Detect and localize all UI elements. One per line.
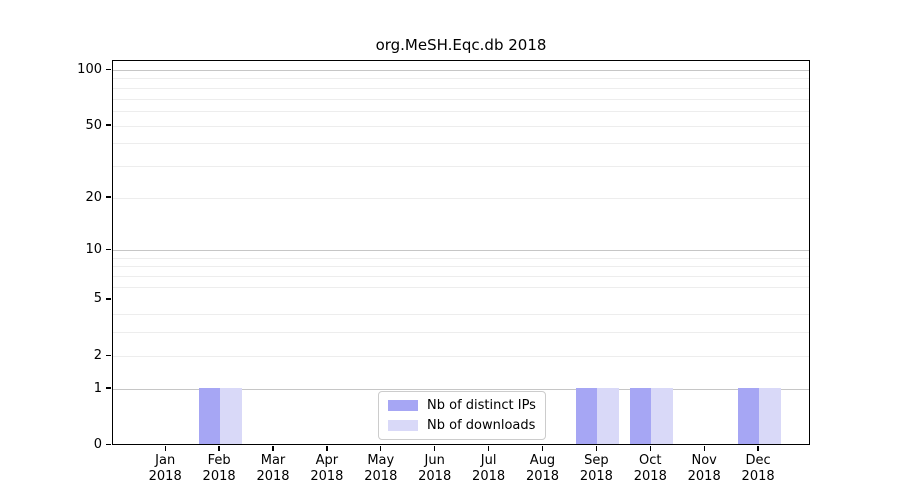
gridline-minor xyxy=(113,165,809,167)
gridline-minor xyxy=(113,87,809,89)
x-tick-mark xyxy=(757,446,759,451)
gridline-minor xyxy=(113,98,809,100)
legend: Nb of distinct IPs Nb of downloads xyxy=(378,391,546,440)
x-tick-year-label: 2018 xyxy=(418,468,452,484)
x-tick-mark xyxy=(434,446,436,451)
y-tick-label: 10 xyxy=(85,242,102,258)
legend-label-distinct-ips: Nb of distinct IPs xyxy=(427,398,536,413)
x-tick-mark xyxy=(487,446,490,451)
x-tick-label-apr: Apr 2018 xyxy=(297,453,357,485)
x-tick-mark xyxy=(164,446,166,451)
x-tick-mark xyxy=(218,446,220,451)
gridline-minor xyxy=(113,197,809,199)
y-tick-mark xyxy=(106,443,111,446)
x-tick-year-label: 2018 xyxy=(687,468,721,484)
gridline-minor xyxy=(113,125,809,127)
x-tick-label-sep: Sep 2018 xyxy=(566,453,626,485)
gridline-minor xyxy=(113,266,809,268)
x-tick-label-nov: Nov 2018 xyxy=(674,453,734,485)
x-tick-mark xyxy=(541,446,544,451)
y-tick-label: 5 xyxy=(93,291,102,307)
y-tick-mark xyxy=(106,196,111,198)
legend-swatch-distinct-ips xyxy=(388,400,418,411)
x-tick-label-jun: Jun 2018 xyxy=(405,453,465,485)
y-tick-label: 0 xyxy=(93,437,102,452)
y-tick-mark xyxy=(106,387,111,389)
x-tick-mark xyxy=(272,446,274,451)
gridline-minor xyxy=(113,286,809,288)
x-tick-year-label: 2018 xyxy=(741,468,775,484)
gridline-minor xyxy=(113,314,809,316)
x-tick-label-dec: Dec 2018 xyxy=(728,453,788,485)
y-tick-mark xyxy=(106,124,111,126)
legend-item-distinct-ips: Nb of distinct IPs xyxy=(388,398,536,413)
y-tick-mark xyxy=(106,298,111,300)
gridline-minor xyxy=(113,332,809,334)
gridline-major xyxy=(113,250,809,252)
bar-downloads-dec xyxy=(759,387,781,444)
x-tick-label-oct: Oct 2018 xyxy=(620,453,680,485)
y-tick-label: 50 xyxy=(85,117,102,133)
x-tick-mark xyxy=(649,446,651,451)
x-tick-label-mar: Mar 2018 xyxy=(243,453,303,485)
x-tick-label-aug: Aug 2018 xyxy=(513,453,573,485)
bar-distinct-ips-sep xyxy=(575,387,598,444)
legend-item-downloads: Nb of downloads xyxy=(388,418,536,433)
bar-downloads-oct xyxy=(651,387,673,444)
x-tick-year-label: 2018 xyxy=(472,468,506,484)
gridline-minor xyxy=(113,78,809,80)
x-tick-year-label: 2018 xyxy=(148,468,182,484)
x-tick-mark xyxy=(595,446,598,451)
gridline-minor xyxy=(113,276,809,278)
legend-label-downloads: Nb of downloads xyxy=(427,418,536,433)
x-tick-year-label: 2018 xyxy=(256,468,290,484)
x-tick-year-label: 2018 xyxy=(525,468,560,484)
gridline-minor xyxy=(113,257,809,259)
x-tick-label-feb: Feb 2018 xyxy=(189,453,249,485)
x-tick-mark xyxy=(703,446,705,451)
y-tick-label: 20 xyxy=(85,189,102,205)
y-tick-mark xyxy=(106,248,111,251)
gridline-major xyxy=(113,388,809,390)
bar-distinct-ips-oct xyxy=(629,387,652,444)
y-tick-label: 2 xyxy=(93,347,102,363)
y-tick-mark xyxy=(106,354,111,356)
bar-downloads-sep xyxy=(597,387,619,444)
gridline-minor xyxy=(113,143,809,145)
y-tick-label: 1 xyxy=(93,380,102,396)
x-tick-year-label: 2018 xyxy=(310,468,344,484)
x-tick-year-label: 2018 xyxy=(579,468,613,484)
chart-title: org.MeSH.Eqc.db 2018 xyxy=(375,36,547,54)
y-tick-mark xyxy=(106,68,111,71)
gridline-minor xyxy=(113,110,809,112)
gridline-minor xyxy=(113,355,809,357)
x-tick-year-label: 2018 xyxy=(633,468,667,484)
bar-distinct-ips-feb xyxy=(198,387,221,444)
x-tick-label-jul: Jul 2018 xyxy=(459,453,519,485)
legend-swatch-downloads xyxy=(388,420,418,431)
plot-area xyxy=(112,60,810,445)
x-tick-year-label: 2018 xyxy=(202,468,236,484)
bar-distinct-ips-dec xyxy=(737,387,760,444)
bar-downloads-feb xyxy=(220,387,242,444)
x-tick-label-jan: Jan 2018 xyxy=(135,453,195,485)
gridline-major xyxy=(113,70,809,72)
x-tick-year-label: 2018 xyxy=(364,468,398,484)
x-tick-mark xyxy=(326,446,328,451)
x-tick-mark xyxy=(380,446,382,451)
x-tick-label-may: May 2018 xyxy=(351,453,411,485)
y-tick-label: 100 xyxy=(77,62,102,78)
